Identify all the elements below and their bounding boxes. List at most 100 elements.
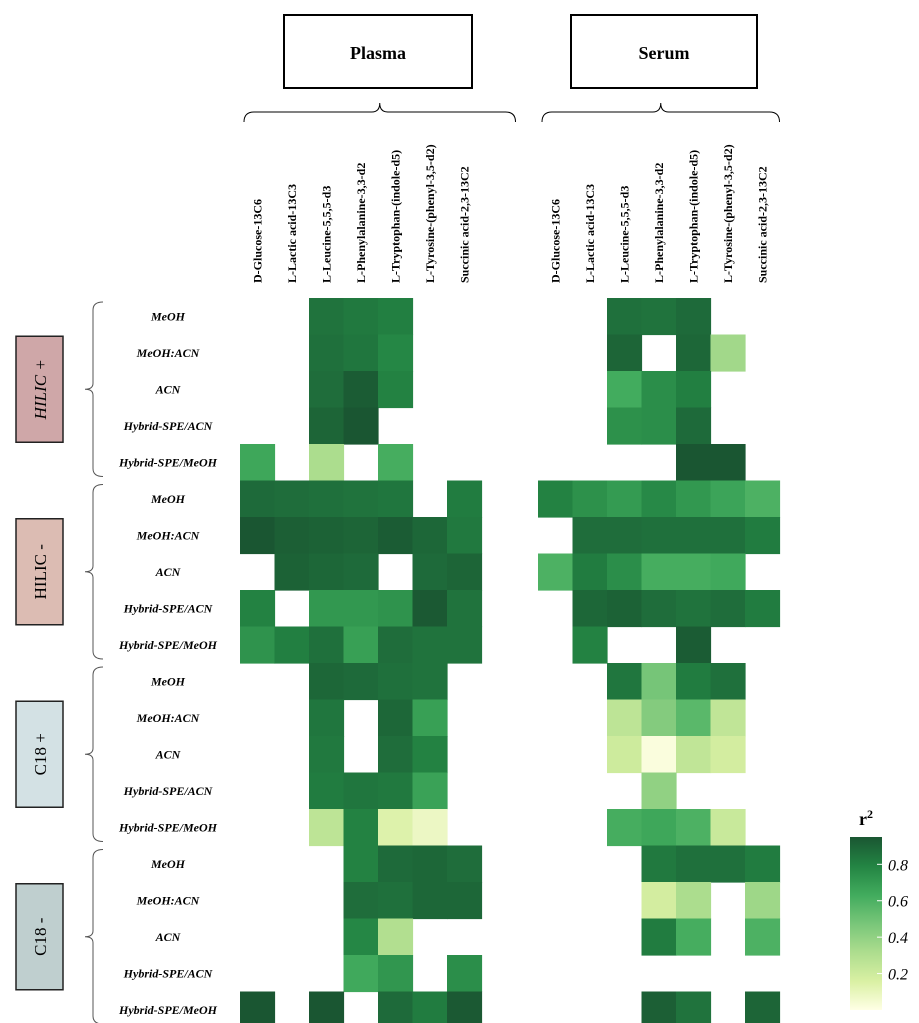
column-label: L-Lactic acid-13C3 [583,184,597,283]
heatmap-cell [641,407,677,445]
heatmap-cell [343,845,379,883]
row-label: Hybrid-SPE/ACN [123,966,214,980]
heatmap-cell [378,809,414,847]
heatmap-cell [343,663,379,701]
heatmap-cell [240,590,276,628]
heatmap-cell [309,772,345,810]
heatmap-cell [378,772,414,810]
column-label: L-Tyrosine-(phenyl-3,5-d2) [721,144,735,283]
group-label-box [15,700,64,808]
heatmap-cell [412,626,448,664]
heatmap-cell [378,736,414,774]
heatmap-cell [447,991,483,1023]
heatmap-cell [274,517,310,555]
heatmap-cell [274,626,310,664]
panel-title: Serum [639,43,690,63]
heatmap-cell [641,480,677,518]
heatmap-cell [343,772,379,810]
heatmap-cell [378,371,414,409]
row-label: Hybrid-SPE/MeOH [118,455,218,469]
heatmap-cell [538,480,574,518]
heatmap-cell [378,444,414,482]
column-label: D-Glucose-13C6 [548,199,562,283]
heatmap-cell [447,590,483,628]
heatmap-cell [676,480,712,518]
heatmap-cell [412,845,448,883]
heatmap-cell [378,663,414,701]
heatmap-cell [378,626,414,664]
heatmap-cell [710,845,746,883]
heatmap-cell [745,517,781,555]
column-label: L-Phenylalanine-3,3-d2 [354,163,368,283]
heatmap-cell [676,626,712,664]
legend-tick-label: 0.2 [888,967,908,984]
heatmap-cell [641,882,677,920]
column-label: D-Glucose-13C6 [250,199,264,283]
heatmap-cell [676,663,712,701]
heatmap-cell [607,371,643,409]
group-bracket [84,666,104,842]
heatmap-cell [378,480,414,518]
heatmap-cell [710,809,746,847]
column-label: L-Phenylalanine-3,3-d2 [652,163,666,283]
heatmap-cell [641,772,677,810]
heatmap-cell [607,590,643,628]
heatmap-cell [274,480,310,518]
heatmap-cell [676,407,712,445]
heatmap-cell [412,590,448,628]
heatmap-cell [412,553,448,591]
group-bracket [84,484,104,660]
heatmap-cell [676,590,712,628]
row-label: ACN [155,382,182,396]
heatmap-cell [676,517,712,555]
heatmap-cell [607,736,643,774]
heatmap-cell [378,334,414,372]
heatmap-cell [309,590,345,628]
heatmap-cell [447,845,483,883]
group-label: HILIC - [31,544,50,600]
heatmap-cell [378,955,414,993]
heatmap-cell [676,298,712,336]
heatmap-cell [309,553,345,591]
column-label: L-Lactic acid-13C3 [285,184,299,283]
heatmap-cell [309,663,345,701]
heatmap-cell [447,517,483,555]
heatmap-cell [607,699,643,737]
heatmap-cell [309,809,345,847]
column-label: L-Tryptophan-(indole-d5) [388,150,402,283]
heatmap-cell [309,444,345,482]
heatmap-cell [641,371,677,409]
group-label: HILIC + [31,359,50,420]
heatmap-cell [710,699,746,737]
group-labels: HILIC + HILIC - C18 + C18 - [15,301,104,1023]
heatmap-cell [447,480,483,518]
heatmap-cell [607,663,643,701]
heatmap-cell [745,590,781,628]
heatmap-cell [343,626,379,664]
heatmap-cell [710,736,746,774]
heatmap-cell [641,298,677,336]
heatmap-cell [676,882,712,920]
panel-brace [541,102,780,123]
heatmap-cell [676,444,712,482]
heatmap-cell [343,590,379,628]
heatmap-cell [607,298,643,336]
group-bracket [84,849,104,1023]
heatmap-cell [378,918,414,956]
column-labels: D-Glucose-13C6 L-Lactic acid-13C3 L-Leucin… [250,144,769,283]
row-label: MeOH [150,857,186,871]
heatmap-cell [745,991,781,1023]
heatmap-cell [572,480,608,518]
heatmap-cell [710,517,746,555]
heatmap-cell [607,407,643,445]
heatmap-cell [447,553,483,591]
heatmap-cell [641,663,677,701]
heatmap-cell [309,371,345,409]
row-label: MeOH [150,674,186,688]
column-label: Succinic acid-2,3-13C2 [457,166,471,283]
heatmap-cell [343,553,379,591]
heatmap-cell [710,663,746,701]
row-label: MeOH:ACN [136,346,201,360]
heatmap-cell [343,407,379,445]
